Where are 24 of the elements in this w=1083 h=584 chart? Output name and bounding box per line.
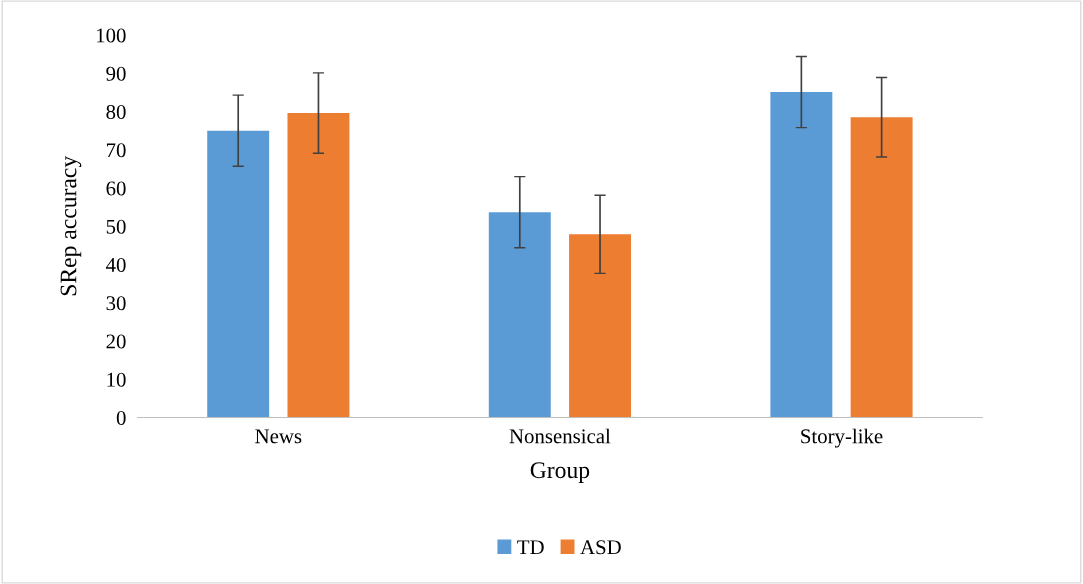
y-axis-title: SRep accuracy [60, 155, 82, 296]
y-tick-label: 70 [106, 143, 126, 158]
y-tick-label: 20 [106, 334, 126, 349]
y-tick-label: 50 [106, 219, 126, 234]
y-tick-label: 90 [106, 66, 126, 81]
y-tick-label: 0 [116, 410, 126, 425]
bar [569, 234, 632, 418]
y-tick-label: 30 [106, 296, 126, 311]
x-axis-title: Group [530, 462, 590, 483]
x-tick-label: Nonsensical [509, 428, 611, 444]
y-tick-label: 100 [97, 28, 126, 43]
y-tick-label: 80 [106, 104, 126, 119]
y-tick-label: 10 [107, 372, 126, 387]
bar [850, 117, 913, 418]
x-tick-label: News [255, 429, 302, 444]
bar [488, 212, 551, 418]
bar [207, 130, 270, 418]
bar [287, 113, 350, 418]
bar [770, 92, 833, 418]
legend-label: ASD [580, 540, 621, 555]
x-tick-label: Story-like [801, 428, 883, 448]
legend-label: TD [517, 540, 544, 555]
y-tick-label: 60 [106, 181, 126, 196]
y-tick-label: 40 [106, 257, 126, 272]
